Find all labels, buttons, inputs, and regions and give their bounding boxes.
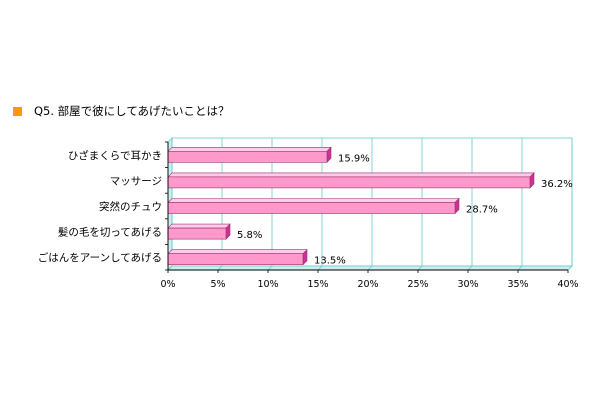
bar-top xyxy=(167,249,308,254)
gridline-floor xyxy=(217,265,223,271)
bar-value-label: 15.9% xyxy=(338,153,370,164)
bar-value-label: 28.7% xyxy=(466,205,498,216)
gridline-floor xyxy=(167,265,173,271)
bar-value-label: 5.8% xyxy=(237,230,262,241)
category-label: マッサージ xyxy=(110,175,162,187)
gridline-floor xyxy=(517,265,523,271)
category-label: ひざまくらで耳かき xyxy=(68,149,162,162)
category-label: 髪の毛を切ってあげる xyxy=(58,226,162,239)
x-tick-label: 15% xyxy=(307,279,328,290)
bar-top xyxy=(167,172,535,178)
bar-value-label: 36.2% xyxy=(541,179,573,190)
bar xyxy=(167,253,304,265)
x-tick-label: 30% xyxy=(457,279,478,290)
gridline-floor xyxy=(417,265,423,271)
gridline-floor xyxy=(467,265,473,271)
category-label: 突然のチュウ xyxy=(99,200,162,213)
x-tick-label: 20% xyxy=(357,279,378,290)
bar-top xyxy=(167,198,460,203)
chart-title: Q5. 部屋で彼にしてあげたいことは？ xyxy=(34,104,230,118)
chart-axes xyxy=(165,141,569,273)
gridline-floor xyxy=(317,265,323,271)
x-tick-label: 25% xyxy=(407,279,428,290)
title-square-icon xyxy=(13,106,22,116)
bar-top xyxy=(167,223,231,229)
bar-top xyxy=(167,147,332,152)
x-tick-label: 5% xyxy=(210,279,225,290)
chart-bars xyxy=(167,146,535,266)
gridline-floor xyxy=(567,265,573,271)
gridline-floor xyxy=(367,265,373,271)
chart-title-row: Q5. 部屋で彼にしてあげたいことは？ xyxy=(13,103,230,119)
bar-value-label: 13.5% xyxy=(314,256,346,267)
x-tick-label: 0% xyxy=(160,279,175,290)
bar xyxy=(167,202,456,214)
x-tick-label: 40% xyxy=(557,279,578,290)
bar xyxy=(167,176,531,189)
category-label: ごはんをアーンしてあげる xyxy=(38,251,162,264)
x-tick-label: 10% xyxy=(257,279,278,290)
x-tick-label: 35% xyxy=(507,279,528,290)
bar xyxy=(167,151,328,163)
chart-labels: 0% 5% 10% 15% 20% 25% 30% 35% 40% ひざまくらで耳かき 15.9% マ… xyxy=(38,149,579,290)
gridline-floor xyxy=(267,265,273,271)
bar xyxy=(167,227,227,240)
